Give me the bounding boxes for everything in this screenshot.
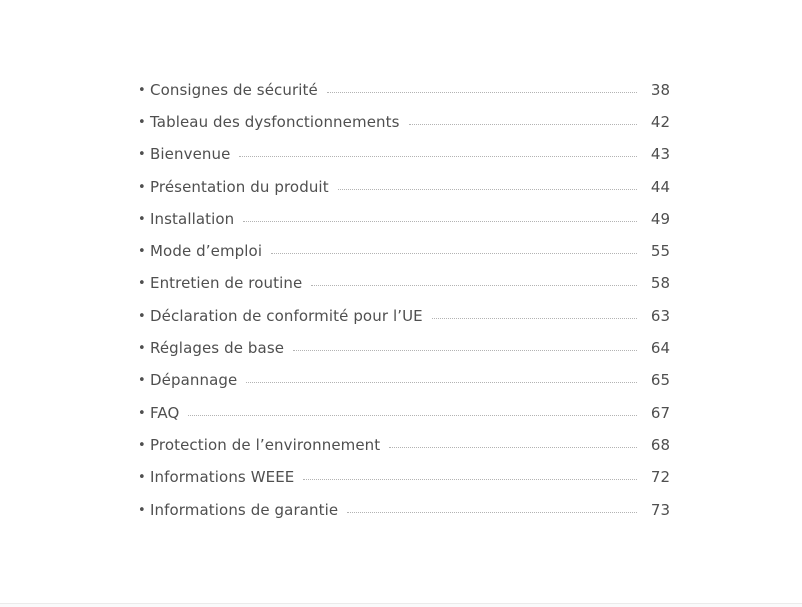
bullet-icon: • xyxy=(138,179,146,195)
bullet-icon: • xyxy=(138,244,146,260)
dotted-leader xyxy=(389,446,637,448)
toc-entry-page: 42 xyxy=(650,112,670,131)
toc-entry-page: 55 xyxy=(650,242,670,261)
toc-entry-faq[interactable]: • FAQ 67 xyxy=(137,397,670,429)
toc-entry-title: Mode d’emploi xyxy=(150,242,263,261)
toc-entry-title: Installation xyxy=(150,209,235,228)
toc-entry-page: 67 xyxy=(650,403,670,422)
toc-entry-title: Déclaration de conformité pour l’UE xyxy=(150,306,423,325)
toc-entry-title: Protection de l’environnement xyxy=(150,435,381,454)
toc-entry-title: Informations WEEE xyxy=(150,468,295,487)
dotted-leader xyxy=(293,350,637,352)
dotted-leader xyxy=(326,91,637,93)
toc-entry-mode-demploi[interactable]: • Mode d’emploi 55 xyxy=(137,235,670,267)
toc-entry-page: 43 xyxy=(650,145,670,164)
bullet-icon: • xyxy=(138,276,146,292)
bullet-icon: • xyxy=(138,114,146,130)
toc-entry-title: Entretien de routine xyxy=(150,274,303,293)
toc-entry-page: 65 xyxy=(650,371,670,390)
toc-entry-consignes-de-securite[interactable]: • Consignes de sécurité 38 xyxy=(137,74,670,106)
toc-entry-title: FAQ xyxy=(150,403,180,422)
toc-entry-page: 63 xyxy=(650,306,670,325)
dotted-leader xyxy=(337,188,637,190)
toc-entry-page: 68 xyxy=(650,435,670,454)
toc-entry-page: 64 xyxy=(650,339,670,358)
bullet-icon: • xyxy=(138,502,146,518)
bullet-icon: • xyxy=(138,373,146,389)
page-bottom-edge xyxy=(0,603,802,607)
bullet-icon: • xyxy=(138,82,146,98)
bullet-icon: • xyxy=(138,405,146,421)
toc-entry-page: 49 xyxy=(650,209,670,228)
toc-entry-informations-weee[interactable]: • Informations WEEE 72 xyxy=(137,462,670,494)
toc-entry-declaration-de-conformite-ue[interactable]: • Déclaration de conformité pour l’UE 63 xyxy=(137,300,670,332)
toc-entry-bienvenue[interactable]: • Bienvenue 43 xyxy=(137,139,670,171)
dotted-leader xyxy=(271,253,637,255)
table-of-contents: • Consignes de sécurité 38 • Tableau des… xyxy=(137,74,670,526)
toc-entry-title: Consignes de sécurité xyxy=(150,80,318,99)
toc-entry-presentation-du-produit[interactable]: • Présentation du produit 44 xyxy=(137,171,670,203)
dotted-leader xyxy=(246,382,637,384)
toc-entry-entretien-de-routine[interactable]: • Entretien de routine 58 xyxy=(137,268,670,300)
dotted-leader xyxy=(431,317,637,319)
bullet-icon: • xyxy=(138,341,146,357)
bullet-icon: • xyxy=(138,470,146,486)
toc-entry-title: Informations de garantie xyxy=(150,500,339,519)
toc-entry-tableau-des-dysfonctionnements[interactable]: • Tableau des dysfonctionnements 42 xyxy=(137,106,670,138)
bullet-icon: • xyxy=(138,147,146,163)
bullet-icon: • xyxy=(138,308,146,324)
toc-entry-page: 38 xyxy=(650,80,670,99)
toc-entry-informations-de-garantie[interactable]: • Informations de garantie 73 xyxy=(137,494,670,526)
toc-entry-title: Bienvenue xyxy=(150,145,231,164)
toc-entry-protection-de-lenvironnement[interactable]: • Protection de l’environnement 68 xyxy=(137,429,670,461)
toc-entry-depannage[interactable]: • Dépannage 65 xyxy=(137,365,670,397)
toc-entry-title: Tableau des dysfonctionnements xyxy=(150,112,400,131)
dotted-leader xyxy=(347,511,637,513)
toc-entry-page: 58 xyxy=(650,274,670,293)
bullet-icon: • xyxy=(138,211,146,227)
dotted-leader xyxy=(311,285,637,287)
dotted-leader xyxy=(239,156,637,158)
toc-entry-installation[interactable]: • Installation 49 xyxy=(137,203,670,235)
dotted-leader xyxy=(188,414,637,416)
toc-entry-page: 72 xyxy=(650,468,670,487)
toc-entry-reglages-de-base[interactable]: • Réglages de base 64 xyxy=(137,332,670,364)
toc-entry-title: Réglages de base xyxy=(150,339,285,358)
toc-entry-title: Dépannage xyxy=(150,371,238,390)
dotted-leader xyxy=(243,220,637,222)
toc-entry-page: 44 xyxy=(650,177,670,196)
toc-entry-title: Présentation du produit xyxy=(150,177,329,196)
dotted-leader xyxy=(303,479,637,481)
dotted-leader xyxy=(408,123,637,125)
bullet-icon: • xyxy=(138,437,146,453)
toc-entry-page: 73 xyxy=(650,500,670,519)
